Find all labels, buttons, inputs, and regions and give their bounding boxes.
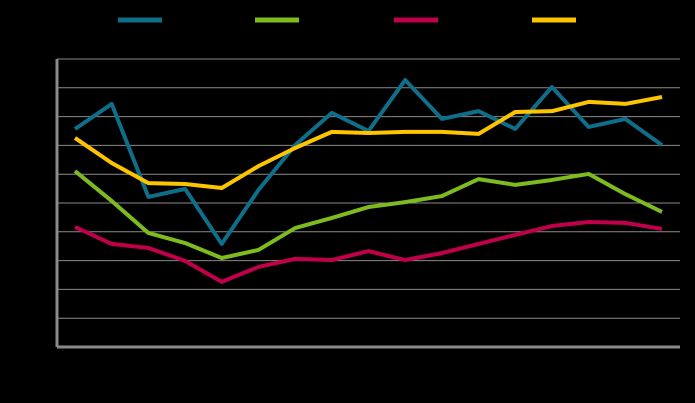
series-line [73,169,663,261]
y-tick-label: 2 [42,282,49,296]
y-tick-label: 6 [42,166,49,180]
series-line [73,95,663,191]
series-line [74,220,663,284]
y-tick-label: 9 [42,80,49,94]
y-tick-label: 1 [42,310,49,324]
series-line [73,78,664,246]
y-tick-label: 8 [42,109,49,123]
y-tick-label: 7 [42,138,49,152]
y-tick-label: 10 [36,51,50,65]
y-tick-label: 0 [42,339,49,353]
y-tick-label: 3 [42,253,49,267]
y-tick-label: 5 [42,195,49,209]
y-tick-label: 4 [42,224,49,238]
